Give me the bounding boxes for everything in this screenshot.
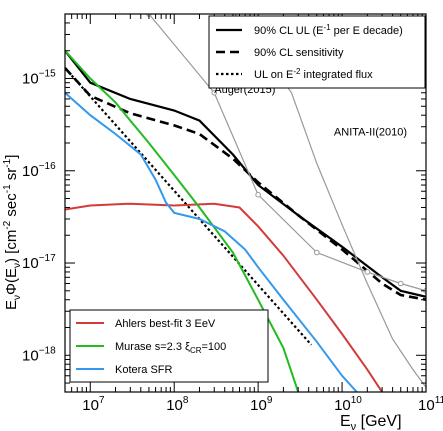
legend-top: 90% CL UL (E-1 per E decade) 90% CL sens… — [208, 15, 426, 89]
legend-label-sens: 90% CL sensitivity — [254, 47, 344, 59]
x-tick-label: 1010 — [334, 395, 362, 414]
legend-bottom: Ahlers best-fit 3 EeV Murase s=2.3 ξCR=1… — [69, 309, 269, 383]
plot-frame — [64, 13, 427, 393]
x-tick-label: 107 — [82, 395, 105, 414]
y-tick-label: 10−16 — [22, 161, 56, 180]
series-auger-point-3 — [314, 249, 320, 256]
x-tick-label: 109 — [250, 395, 273, 414]
x-tick-label: 108 — [166, 395, 189, 414]
y-tick-label: 10−15 — [22, 68, 56, 87]
series-sens — [65, 67, 426, 301]
series-auger-point-1 — [211, 89, 218, 96]
legend-label-ahlers: Ahlers best-fit 3 EeV — [115, 318, 216, 330]
annotation-anita: ANITA-II(2010) — [334, 127, 407, 139]
legend-label-murase: Murase s=2.3 ξCR=100 — [115, 341, 226, 355]
series-ahlers — [65, 202, 383, 392]
legend-label-ul: 90% CL UL (E-1 per E decade) — [254, 23, 403, 37]
series-auger-point-5 — [397, 280, 404, 287]
y-axis-title: EνΦ(Eν) [cm-2 sec-1 sr-1] — [2, 155, 23, 310]
series-e2 — [65, 67, 313, 346]
series-anita — [234, 14, 426, 388]
legend-label-e2: UL on E-2 integrated flux — [254, 67, 373, 81]
series-kotera — [65, 92, 358, 392]
legend-label-kotera: Kotera SFR — [115, 364, 173, 376]
x-tick-label: 1011 — [418, 395, 443, 414]
series-auger-point-4 — [364, 269, 371, 275]
y-tick-label: 10−18 — [22, 345, 56, 364]
x-axis-title: Eν [GeV] — [340, 413, 402, 431]
series-auger-point-2 — [255, 191, 261, 198]
y-tick-label: 10−17 — [22, 253, 56, 272]
legend-top-box — [208, 15, 426, 89]
